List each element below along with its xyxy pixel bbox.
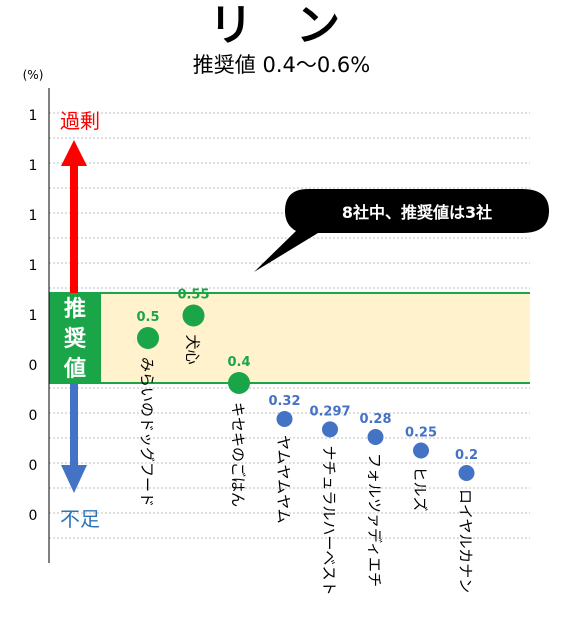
data-point — [367, 429, 384, 445]
callout-bubble — [254, 189, 549, 272]
category-label: ヒルズ — [411, 467, 429, 512]
data-point — [413, 442, 429, 459]
y-tick-label: 1 — [29, 108, 38, 124]
recommended-band — [49, 293, 530, 383]
data-label: 0.55 — [177, 288, 209, 303]
data-label: 0.297 — [309, 404, 350, 419]
data-label: 0.25 — [405, 426, 437, 441]
data-label: 0.2 — [455, 448, 478, 463]
callout-text: 8社中、推奨値は3社 — [342, 203, 492, 222]
category-label: ヤムヤムヤム — [275, 435, 293, 524]
excess-arrow-icon — [61, 140, 87, 166]
recommended-label-char: 奨 — [64, 327, 87, 352]
y-tick-label: 1 — [29, 158, 38, 174]
category-label: ナチュラルハーベスト — [320, 445, 338, 595]
data-point — [458, 465, 475, 481]
y-tick-label: 1 — [29, 308, 38, 324]
data-point — [276, 411, 293, 427]
y-tick-label: 0 — [29, 508, 38, 524]
category-label: みらいのドッグフード — [138, 357, 156, 507]
data-point — [322, 421, 338, 438]
data-label: 0.4 — [227, 355, 250, 370]
recommended-label-box — [49, 293, 101, 383]
data-point — [228, 372, 250, 394]
recommended-label-text: 推奨値 — [63, 297, 87, 382]
deficit-arrow-icon — [61, 465, 87, 493]
data-points: 0.5 みらいのドッグフード 0.55 犬心 0.4 キセキのごはん 0.32 ヤムヤムヤム 0… — [136, 288, 478, 596]
deficit-label: 不足 — [60, 507, 100, 531]
data-point — [182, 304, 205, 327]
recommended-label-char: 値 — [63, 357, 86, 382]
category-label: フォルツァディエチ — [366, 453, 384, 587]
y-tick-label: 1 — [29, 208, 38, 224]
category-label: ロイヤルカナン — [457, 489, 475, 593]
data-label: 0.5 — [136, 310, 159, 325]
chart-title: リ ン — [208, 0, 355, 51]
data-label: 0.28 — [359, 412, 391, 427]
data-point — [137, 327, 159, 349]
y-tick-label: 0 — [29, 458, 38, 474]
category-label: キセキのごはん — [229, 402, 247, 507]
excess-label: 過剰 — [60, 109, 100, 133]
chart-subtitle: 推奨値 0.4～0.6% — [192, 53, 371, 77]
grid-lines — [49, 112, 530, 539]
category-label: 犬心 — [184, 335, 202, 365]
y-tick-labels: 1 1 1 1 1 0 0 0 0 — [29, 108, 38, 524]
recommended-label-char: 推 — [64, 297, 86, 322]
y-tick-label: 1 — [29, 258, 38, 274]
y-tick-label: 0 — [29, 358, 38, 374]
y-unit-label: (%) — [23, 68, 44, 82]
data-label: 0.32 — [268, 394, 300, 409]
y-tick-label: 0 — [29, 408, 38, 424]
